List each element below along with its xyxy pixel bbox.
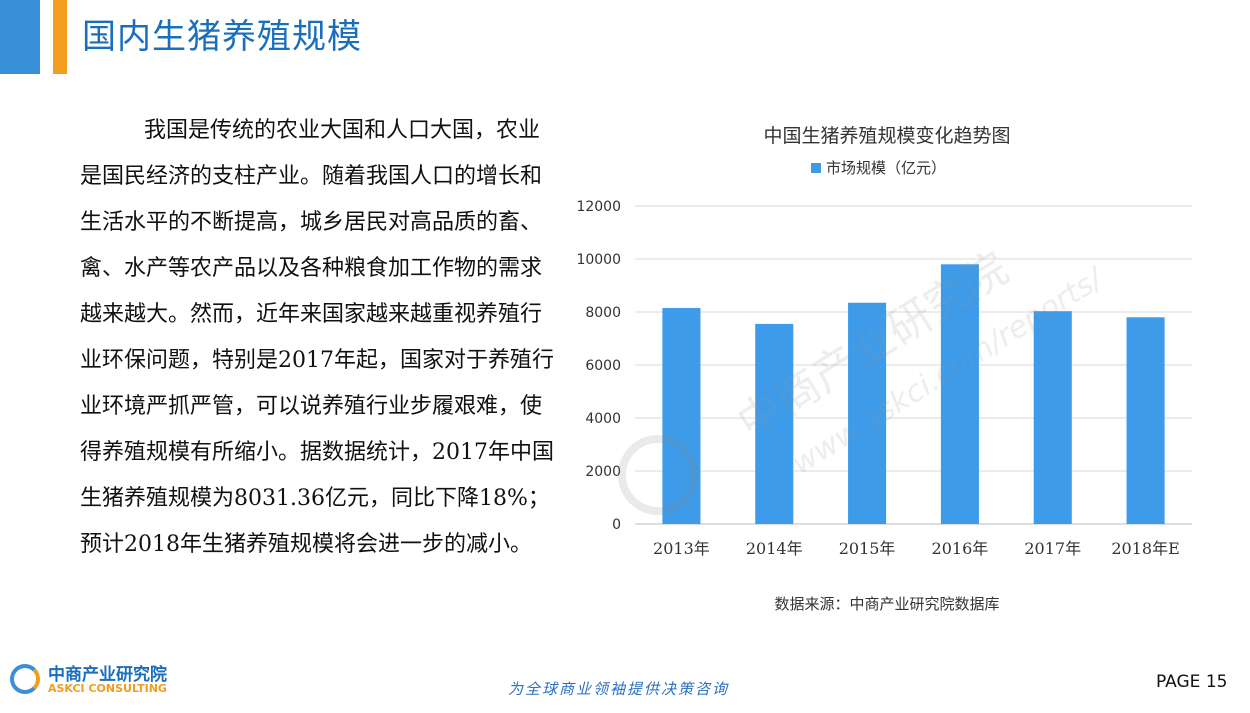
header-orange-bar	[53, 0, 67, 74]
watermark-logo-icon	[618, 435, 698, 515]
bar	[662, 308, 701, 524]
y-tick-label: 4000	[585, 411, 621, 427]
bar	[1033, 311, 1072, 524]
chart-source: 数据来源：中商产业研究院数据库	[774, 595, 999, 613]
x-tick-label: 2014年	[746, 539, 803, 558]
page-number: PAGE 15	[1156, 672, 1228, 692]
chart-svg: 中国生猪养殖规模变化趋势图 市场规模（亿元） 0 2000 4000 6000 8000…	[576, 125, 1192, 613]
bar-chart: 中国生猪养殖规模变化趋势图 市场规模（亿元） 0 2000 4000 6000 8000…	[560, 100, 1210, 630]
y-tick-label: 6000	[585, 358, 621, 374]
y-tick-label: 2000	[585, 464, 621, 480]
x-tick-label: 2016年	[932, 539, 989, 558]
bar	[1126, 317, 1165, 524]
logo-cn-text: 中商产业研究院	[48, 665, 167, 685]
bar	[940, 264, 979, 524]
bar	[755, 323, 794, 524]
logo-en-text: ASKCI CONSULTING	[48, 682, 167, 695]
header-blue-bar	[0, 0, 40, 74]
x-tick-label: 2015年	[839, 539, 896, 558]
logo-mark-icon	[10, 664, 40, 694]
y-tick-label: 8000	[585, 305, 621, 321]
x-tick-label: 2017年	[1024, 539, 1081, 558]
footer-slogan: 为全球商业领袖提供决策咨询	[508, 680, 730, 698]
body-paragraph: 我国是传统的农业大国和人口大国，农业是国民经济的支柱产业。随着我国人口的增长和生…	[80, 108, 560, 568]
body-text: 我国是传统的农业大国和人口大国，农业是国民经济的支柱产业。随着我国人口的增长和生…	[80, 118, 554, 557]
y-tick-label: 12000	[576, 199, 621, 215]
company-logo: 中商产业研究院 ASKCI CONSULTING	[6, 660, 186, 700]
chart-title: 中国生猪养殖规模变化趋势图	[763, 125, 1010, 147]
bar	[848, 302, 887, 524]
legend-label: 市场规模（亿元）	[826, 159, 946, 177]
page-title: 国内生猪养殖规模	[82, 17, 362, 57]
legend-swatch	[811, 163, 821, 173]
y-tick-label: 0	[612, 517, 621, 533]
x-tick-label: 2013年	[653, 539, 710, 558]
y-tick-label: 10000	[576, 252, 621, 268]
x-tick-label: 2018年E	[1111, 539, 1179, 558]
